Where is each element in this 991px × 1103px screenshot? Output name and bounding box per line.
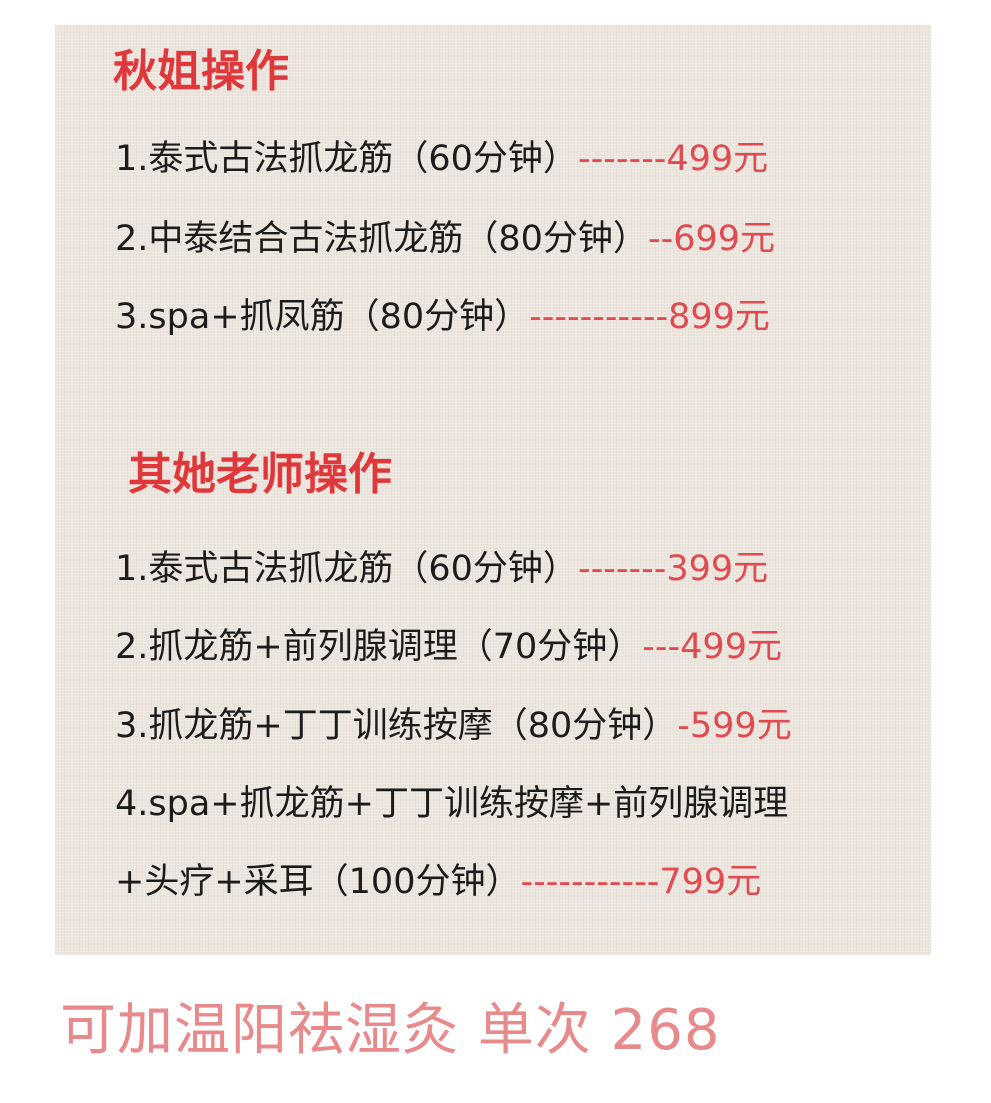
price-list-panel xyxy=(55,25,931,955)
item-text: 1.泰式古法抓龙筋（60分钟） xyxy=(115,549,578,589)
addon-note: 可加温阳祛湿灸 单次 268 xyxy=(60,998,721,1063)
item-text: 4.spa+抓龙筋+丁丁训练按摩+前列腺调理 xyxy=(115,784,789,824)
list-item: 4.spa+抓龙筋+丁丁训练按摩+前列腺调理 xyxy=(115,787,788,822)
item-text: +头疗+采耳（100分钟） xyxy=(115,862,521,902)
list-item-continuation: +头疗+采耳（100分钟）-----------799元 xyxy=(115,865,761,900)
list-item: 2.中泰结合古法抓龙筋（80分钟）--699元 xyxy=(115,222,775,257)
list-item: 2.抓龙筋+前列腺调理（70分钟）---499元 xyxy=(115,630,782,665)
item-price: -----------799元 xyxy=(520,862,762,902)
item-text: 3.抓龙筋+丁丁训练按摩（80分钟） xyxy=(115,706,678,746)
section-title-qiujie: 秋姐操作 xyxy=(113,46,289,97)
item-text: 3.spa+抓凤筋（80分钟） xyxy=(115,297,530,337)
list-item: 3.抓龙筋+丁丁训练按摩（80分钟）-599元 xyxy=(115,709,792,744)
item-price: --699元 xyxy=(647,219,776,259)
item-price: ---499元 xyxy=(642,627,782,667)
list-item: 1.泰式古法抓龙筋（60分钟）-------499元 xyxy=(115,142,768,177)
section-title-other-teachers: 其她老师操作 xyxy=(128,449,392,500)
item-text: 2.中泰结合古法抓龙筋（80分钟） xyxy=(115,219,648,259)
item-price: -----------899元 xyxy=(529,297,770,337)
item-text: 1.泰式古法抓龙筋（60分钟） xyxy=(115,139,578,179)
item-price: -------399元 xyxy=(577,549,769,589)
item-text: 2.抓龙筋+前列腺调理（70分钟） xyxy=(115,627,643,667)
list-item: 3.spa+抓凤筋（80分钟）-----------899元 xyxy=(115,300,770,335)
item-price: -------499元 xyxy=(577,139,769,179)
list-item: 1.泰式古法抓龙筋（60分钟）-------399元 xyxy=(115,552,768,587)
item-price: -599元 xyxy=(677,706,792,746)
